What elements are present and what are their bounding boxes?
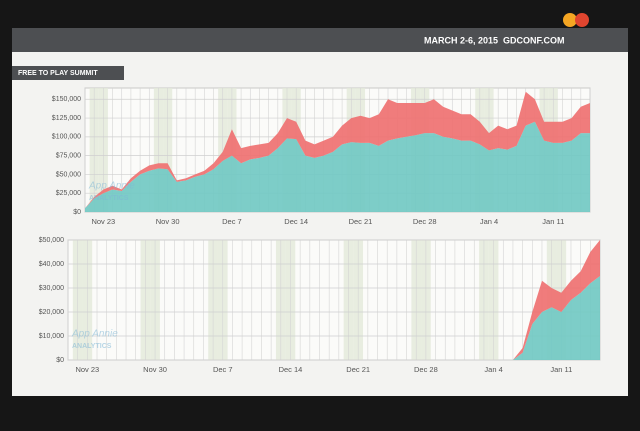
chart: $0 $10,000 $20,000 $30,000 $40,000 $50,000 Nov… [39,237,601,374]
y-tick-label: $75,000 [56,152,81,159]
logo-dot [563,13,577,27]
x-tick-label: Jan 4 [480,217,498,226]
y-tick-label: $0 [56,357,64,364]
y-tick-label: $20,000 [39,309,64,316]
y-tick-label: $30,000 [39,285,64,292]
watermark-brand: App Annie [71,329,118,340]
event-dates: MARCH 2-6, 2015 [424,35,498,45]
x-tick-label: Dec 28 [414,365,438,374]
section-tab [12,66,124,80]
watermark-brand: App Annie [88,181,135,192]
x-tick-label: Nov 23 [91,217,115,226]
y-tick-label: $50,000 [56,171,81,178]
x-tick-label: Dec 28 [413,217,437,226]
x-tick-label: Jan 4 [484,365,502,374]
y-tick-label: $150,000 [52,96,81,103]
logo-dot [575,13,589,27]
charts: $0 $25,000 $50,000 $75,000 $100,000 $125,000 $… [39,87,601,374]
area [68,276,600,360]
chart: $0 $25,000 $50,000 $75,000 $100,000 $125,000 $… [52,87,591,226]
section-title: FREE TO PLAY SUMMIT [18,70,98,77]
x-tick-label: Dec 14 [284,217,308,226]
watermark-tag: ANALYTICS [72,343,112,350]
y-tick-label: $0 [73,209,81,216]
watermark-tag: ANALYTICS [89,195,129,202]
x-tick-label: Jan 11 [550,365,572,374]
y-tick-label: $40,000 [39,261,64,268]
header-band [12,28,628,52]
x-tick-label: Nov 30 [143,365,167,374]
y-tick-label: $10,000 [39,333,64,340]
y-tick-label: $50,000 [39,237,64,244]
event-site: GDCONF.COM [503,35,565,45]
x-tick-label: Dec 21 [346,365,370,374]
area [85,91,590,209]
x-tick-label: Nov 30 [156,217,180,226]
y-tick-label: $100,000 [52,134,81,141]
area [85,121,590,212]
x-tick-label: Dec 14 [279,365,303,374]
y-tick-label: $25,000 [56,190,81,197]
x-tick-label: Dec 7 [213,365,233,374]
x-tick-label: Jan 11 [542,217,564,226]
x-tick-label: Dec 21 [349,217,373,226]
x-tick-label: Nov 23 [75,365,99,374]
x-tick-label: Dec 7 [222,217,242,226]
y-tick-label: $125,000 [52,115,81,122]
